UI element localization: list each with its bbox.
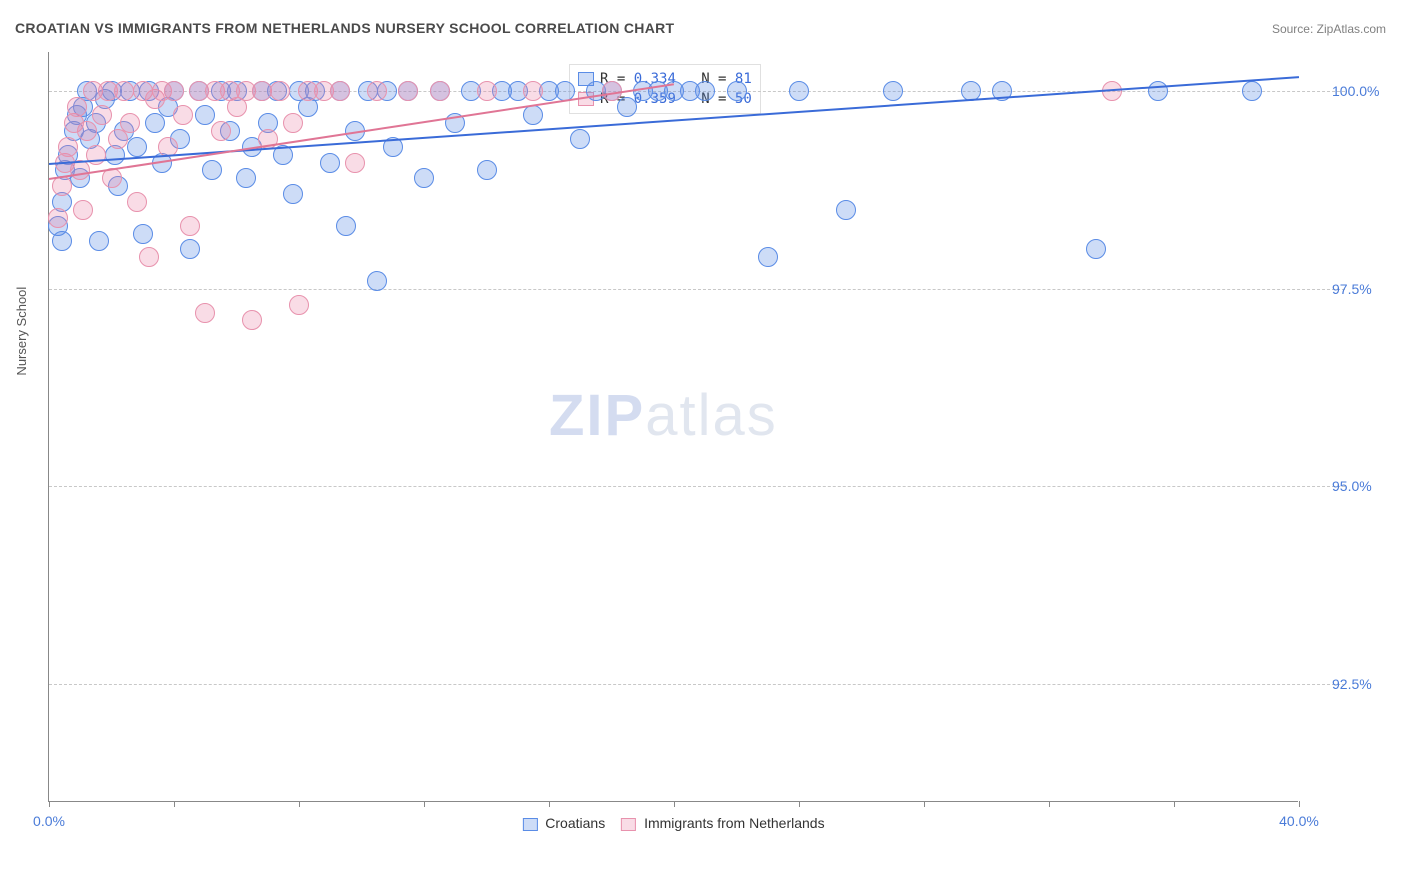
- scatter-point: [252, 81, 272, 101]
- x-tick: [1174, 801, 1175, 807]
- scatter-point: [789, 81, 809, 101]
- scatter-point: [48, 208, 68, 228]
- scatter-point: [70, 160, 90, 180]
- scatter-point: [127, 192, 147, 212]
- x-tick: [674, 801, 675, 807]
- x-tick: [174, 801, 175, 807]
- scatter-point: [195, 105, 215, 125]
- scatter-point: [477, 81, 497, 101]
- y-tick-label: 100.0%: [1332, 83, 1392, 99]
- x-tick: [924, 801, 925, 807]
- scatter-point: [195, 303, 215, 323]
- series-legend: Croatians Immigrants from Netherlands: [522, 815, 824, 831]
- scatter-point: [430, 81, 450, 101]
- scatter-point: [202, 160, 222, 180]
- y-axis-label: Nursery School: [14, 287, 29, 376]
- scatter-point: [523, 81, 543, 101]
- scatter-point: [211, 121, 231, 141]
- scatter-plot: ZIPatlas R = 0.334 N = 81 R = 0.359 N = …: [48, 52, 1298, 802]
- scatter-point: [695, 81, 715, 101]
- scatter-point: [523, 105, 543, 125]
- scatter-point: [1086, 239, 1106, 259]
- x-tick: [799, 801, 800, 807]
- scatter-point: [414, 168, 434, 188]
- x-tick-label: 40.0%: [1279, 813, 1319, 829]
- scatter-point: [58, 137, 78, 157]
- scatter-point: [67, 97, 87, 117]
- scatter-point: [289, 295, 309, 315]
- scatter-point: [367, 81, 387, 101]
- gridline: [49, 684, 1345, 685]
- scatter-point: [617, 97, 637, 117]
- scatter-point: [336, 216, 356, 236]
- gridline: [49, 486, 1345, 487]
- x-tick: [299, 801, 300, 807]
- x-tick-label: 0.0%: [33, 813, 65, 829]
- scatter-point: [92, 105, 112, 125]
- scatter-point: [570, 129, 590, 149]
- scatter-point: [320, 153, 340, 173]
- scatter-point: [242, 310, 262, 330]
- scatter-point: [180, 216, 200, 236]
- legend-item-croatians: Croatians: [522, 815, 605, 831]
- scatter-point: [345, 153, 365, 173]
- scatter-point: [77, 121, 97, 141]
- scatter-point: [114, 81, 134, 101]
- scatter-point: [477, 160, 497, 180]
- scatter-point: [127, 137, 147, 157]
- x-tick: [424, 801, 425, 807]
- scatter-point: [270, 81, 290, 101]
- watermark: ZIPatlas: [549, 382, 778, 449]
- scatter-point: [283, 113, 303, 133]
- scatter-point: [367, 271, 387, 291]
- legend-item-netherlands: Immigrants from Netherlands: [621, 815, 824, 831]
- scatter-point: [133, 224, 153, 244]
- y-tick-label: 97.5%: [1332, 281, 1392, 297]
- scatter-point: [173, 105, 193, 125]
- scatter-point: [283, 184, 303, 204]
- scatter-point: [836, 200, 856, 220]
- scatter-point: [89, 231, 109, 251]
- scatter-point: [758, 247, 778, 267]
- scatter-point: [727, 81, 747, 101]
- x-tick: [549, 801, 550, 807]
- gridline: [49, 289, 1345, 290]
- y-tick-label: 95.0%: [1332, 478, 1392, 494]
- scatter-point: [180, 239, 200, 259]
- scatter-point: [52, 176, 72, 196]
- scatter-point: [52, 231, 72, 251]
- source-attribution: Source: ZipAtlas.com: [1272, 22, 1386, 36]
- scatter-point: [120, 113, 140, 133]
- x-tick: [49, 801, 50, 807]
- x-tick: [1299, 801, 1300, 807]
- scatter-point: [236, 168, 256, 188]
- x-tick: [1049, 801, 1050, 807]
- scatter-point: [398, 81, 418, 101]
- scatter-point: [139, 247, 159, 267]
- scatter-point: [1242, 81, 1262, 101]
- y-tick-label: 92.5%: [1332, 676, 1392, 692]
- scatter-point: [164, 81, 184, 101]
- chart-title: CROATIAN VS IMMIGRANTS FROM NETHERLANDS …: [15, 20, 674, 36]
- scatter-point: [883, 81, 903, 101]
- scatter-point: [73, 200, 93, 220]
- scatter-point: [330, 81, 350, 101]
